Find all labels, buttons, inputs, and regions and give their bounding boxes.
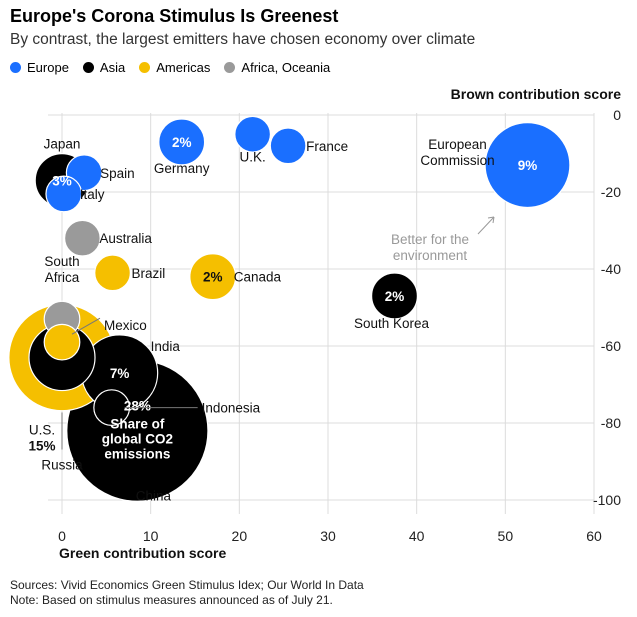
country-label-china: China xyxy=(136,489,172,504)
country-label-european-commission: European xyxy=(428,137,487,152)
legend-item-asia: Asia xyxy=(82,60,126,75)
legend-item-americas: Americas xyxy=(139,60,210,75)
country-label-japan: Japan xyxy=(44,136,81,151)
size-legend-line: emissions xyxy=(104,447,170,462)
legend-item-africa-oceania: Africa, Oceania xyxy=(224,60,330,75)
y-tick-label: -20 xyxy=(601,184,621,200)
y-tick-label: -40 xyxy=(601,261,621,277)
legend-swatch-africa-oceania xyxy=(224,62,236,73)
y-tick-label: -100 xyxy=(593,492,621,508)
legend-swatch-asia xyxy=(82,62,94,73)
x-tick-label: 20 xyxy=(232,528,248,544)
bubble-south-korea xyxy=(371,272,418,320)
country-label-italy: Italy xyxy=(80,187,105,202)
footer: Sources: Vivid Economics Green Stimulus … xyxy=(10,578,364,608)
leader-line-mexico xyxy=(71,317,101,335)
country-label-indonesia: Indonesia xyxy=(202,401,261,416)
data-label-japan: 3% xyxy=(52,173,72,188)
footer-sources: Sources: Vivid Economics Green Stimulus … xyxy=(10,578,364,592)
country-label-u-s: U.S. xyxy=(29,423,55,438)
x-tick-label: 60 xyxy=(586,528,602,544)
bubbles xyxy=(8,115,571,502)
annotation-text: Better for the xyxy=(391,232,469,247)
bubble-european-commission xyxy=(484,122,571,209)
y-axis-title: Brown contribution score xyxy=(451,86,622,102)
bubble-brazil xyxy=(94,254,131,292)
chart-title: Europe's Corona Stimulus Is Greenest xyxy=(10,6,339,26)
country-label-spain: Spain xyxy=(100,166,135,181)
bubble-germany xyxy=(158,118,206,166)
x-tick-label: 40 xyxy=(409,528,425,544)
y-tick-label: -60 xyxy=(601,338,621,354)
annotation-arrow xyxy=(477,216,495,235)
legend-label-americas: Americas xyxy=(156,60,211,75)
data-label-south-korea: 2% xyxy=(385,289,405,304)
bubble-australia xyxy=(63,219,101,257)
country-label-south-africa: South xyxy=(44,254,79,269)
x-tick-label: 50 xyxy=(498,528,514,544)
data-label-india: 7% xyxy=(110,366,130,381)
country-label-south-africa: Africa xyxy=(45,270,80,285)
annotation-arrowhead xyxy=(487,216,495,224)
data-label-european-commission: 9% xyxy=(518,158,538,173)
country-label-russia: Russia xyxy=(41,458,83,473)
y-tick-label: -80 xyxy=(601,415,621,431)
country-label-australia: Australia xyxy=(99,231,152,246)
country-label-european-commission: Commission xyxy=(420,153,494,168)
data-label-canada: 2% xyxy=(203,270,223,285)
x-axis-title: Green contribution score xyxy=(59,545,226,561)
legend-label-asia: Asia xyxy=(99,60,126,75)
chart-subtitle: By contrast, the largest emitters have c… xyxy=(10,31,476,48)
country-label-mexico: Mexico xyxy=(104,318,147,333)
country-label-canada: Canada xyxy=(234,270,282,285)
country-label-france: France xyxy=(306,139,348,154)
bubble-france xyxy=(269,127,307,165)
data-label-u-s: 15% xyxy=(28,439,55,454)
country-label-brazil: Brazil xyxy=(132,266,166,281)
legend-label-africa-oceania: Africa, Oceania xyxy=(241,60,331,75)
scatter-chart: 0 -20 -40 -60 -80 -100 0 10 20 30 40 50 60 Brown cont… xyxy=(8,86,622,561)
bubble-mexico xyxy=(43,323,81,361)
x-tick-label: 10 xyxy=(143,528,159,544)
x-tick-label: 30 xyxy=(320,528,336,544)
country-label-india: India xyxy=(151,339,181,354)
footer-note: Note: Based on stimulus measures announc… xyxy=(10,593,333,607)
data-label-germany: 2% xyxy=(172,135,192,150)
data-label-china: 28% xyxy=(124,399,151,414)
y-tick-label: 0 xyxy=(613,107,621,123)
country-label-u-k: U.K. xyxy=(240,149,266,164)
country-label-south-korea: South Korea xyxy=(354,316,430,331)
country-label-germany: Germany xyxy=(154,161,210,176)
legend-item-europe: Europe xyxy=(10,60,69,75)
annotation-text: environment xyxy=(393,248,468,263)
bubble-canada xyxy=(189,253,237,301)
legend: Europe Asia Americas Africa, Oceania xyxy=(10,60,344,75)
size-legend-line: Share of xyxy=(110,417,165,432)
x-tick-label: 0 xyxy=(58,528,66,544)
bubble-u-k xyxy=(234,115,272,153)
legend-swatch-europe xyxy=(10,62,21,73)
bubble-italy xyxy=(45,175,83,213)
legend-label-europe: Europe xyxy=(27,60,69,75)
legend-swatch-americas xyxy=(139,62,151,73)
size-legend-line: global CO2 xyxy=(102,432,173,447)
